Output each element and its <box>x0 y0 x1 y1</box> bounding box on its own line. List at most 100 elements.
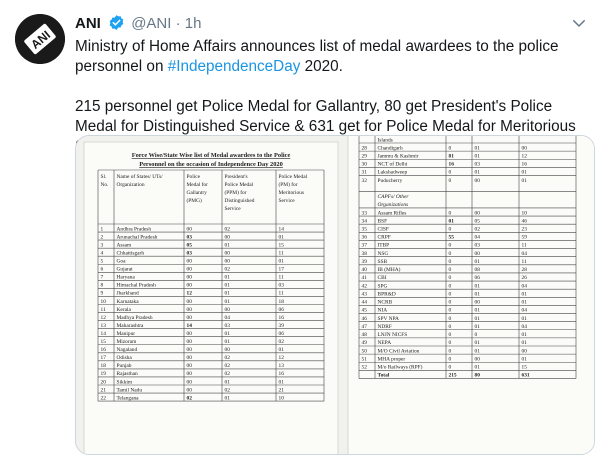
left-header-cell: Name of States/ UTs/ <box>117 173 164 180</box>
left-table-cell: 1 <box>101 226 104 232</box>
left-table-cell: 5 <box>101 259 104 265</box>
left-table-cell: 02 <box>225 267 231 273</box>
right-table-cell: 11 <box>522 259 527 265</box>
right-table-cell: 631 <box>522 373 530 379</box>
left-table-cell: 16 <box>279 315 285 321</box>
author-avatar[interactable]: ANI <box>15 14 65 64</box>
right-table-cell: 01 <box>522 291 528 297</box>
right-table-cell: 08 <box>475 267 481 273</box>
left-table-cell: Karnataka <box>117 299 140 305</box>
right-table-cell: 01 <box>475 324 481 330</box>
left-table-cell: 17 <box>101 355 107 361</box>
left-table-cell: 20 <box>101 379 107 385</box>
left-table-cell: 00 <box>187 355 193 361</box>
left-header-cell: Organization <box>117 182 145 188</box>
left-header-cell: Police Medal <box>225 182 254 188</box>
right-table-cell: 215 <box>449 373 457 379</box>
right-table-cell: 00 <box>522 348 528 354</box>
tweet-timestamp[interactable]: 1h <box>184 15 202 32</box>
right-table-cell: 0 <box>449 259 452 265</box>
author-name[interactable]: ANI <box>75 15 101 32</box>
right-table-cell: 01 <box>475 316 481 322</box>
left-table-cell: 00 <box>187 267 193 273</box>
right-table-cell: 06 <box>475 275 481 281</box>
left-header-cell: (PMG) <box>187 197 202 204</box>
right-table-cell: SPV NPA <box>378 316 400 322</box>
left-table-cell: 11 <box>279 250 284 256</box>
right-table-cell: 0 <box>449 267 452 273</box>
right-table-cell: 47 <box>362 324 368 330</box>
tweet-paragraph-1: Ministry of Home Affairs announces list … <box>75 37 590 77</box>
right-table-cell: 80 <box>475 373 481 379</box>
right-table-cell: 00 <box>522 145 528 151</box>
tweet-line1-pre: Ministry of Home Affairs announces list … <box>75 38 559 75</box>
right-table-cell: 01 <box>522 170 528 176</box>
left-table-cell: 13 <box>101 323 107 329</box>
left-table-cell: Nagaland <box>117 347 138 353</box>
right-table-cell: 04 <box>522 283 528 289</box>
tweet-media-image[interactable]: Force Wise/State Wise list of Medal awar… <box>75 135 595 455</box>
left-table-cell: 01 <box>225 242 231 248</box>
right-table-cell: 51 <box>362 356 368 362</box>
left-table-cell: 14 <box>279 226 285 232</box>
right-table-cell: 0 <box>475 332 478 338</box>
right-table-cell: Assam Rifles <box>378 209 407 216</box>
right-table-cell: 11 <box>522 243 527 249</box>
left-table-cell: 00 <box>187 347 193 353</box>
left-table-cell: 01 <box>279 234 285 240</box>
right-table-cell: 49 <box>362 340 368 346</box>
right-table-cell: 01 <box>475 170 481 176</box>
right-table-cell: M/o Railways (RPF) <box>378 364 423 371</box>
right-table-cell: 05 <box>475 218 481 224</box>
right-table-cell: 03 <box>475 162 481 168</box>
left-table-cell: 19 <box>101 371 107 377</box>
right-table-cell: 00 <box>475 251 481 257</box>
right-table-cell: 10 <box>522 210 528 216</box>
right-table-cell: 0 <box>449 178 452 184</box>
left-table-cell: 11 <box>101 307 106 313</box>
right-table-cell: 01 <box>475 340 481 346</box>
right-table-cell: 01 <box>522 316 528 322</box>
right-table-cell: 23 <box>522 227 528 233</box>
left-table-cell: Odisha <box>117 355 133 361</box>
doc-title-line2: Personnel on the occasion of Independenc… <box>139 161 283 168</box>
right-table-cell: 0 <box>449 332 452 338</box>
verified-badge-icon <box>109 15 124 30</box>
right-table-cell: 32 <box>362 178 368 184</box>
right-table-cell: 42 <box>362 283 368 289</box>
left-table-cell: 4 <box>101 250 104 256</box>
left-table-cell: 00 <box>187 339 193 345</box>
left-table-cell: Goa <box>117 259 127 265</box>
right-table-cell: 59 <box>522 235 528 241</box>
right-table-cell: 01 <box>475 308 481 314</box>
right-table-cell: 01 <box>522 340 528 346</box>
left-table-cell: 03 <box>279 283 285 289</box>
caret-down-icon[interactable] <box>570 14 588 32</box>
right-table-cell: 0 <box>449 324 452 330</box>
right-table-cell: 46 <box>362 316 368 322</box>
left-table-cell: 00 <box>187 307 193 313</box>
left-header-cell: (PPM) for <box>225 189 247 196</box>
right-table-cell: 00 <box>475 356 481 362</box>
left-table-cell: Arunachal Pradesh <box>117 234 158 240</box>
left-table-cell: 12 <box>187 291 193 297</box>
left-table-cell: 10 <box>101 299 107 305</box>
right-table-cell: 43 <box>362 291 368 297</box>
right-table-cell: 01 <box>475 153 481 159</box>
right-table-cell: 04 <box>522 324 528 330</box>
left-table-cell: 02 <box>225 363 231 369</box>
author-handle[interactable]: @ANI <box>131 15 172 32</box>
right-table-cell: 0 <box>449 170 452 176</box>
right-table-cell: 55 <box>449 235 455 241</box>
right-table-cell: BPR&D <box>378 291 396 297</box>
right-table-cell: 39 <box>362 259 368 265</box>
header-separator: · <box>175 15 181 32</box>
right-table-cell: CISF <box>378 227 389 233</box>
left-table-cell: 6 <box>101 267 104 273</box>
hashtag-link[interactable]: #IndependenceDay <box>167 58 301 75</box>
left-table-cell: 01 <box>279 379 285 385</box>
left-table-cell: 2 <box>101 234 104 240</box>
right-table-cell: 0 <box>449 365 452 371</box>
left-header-cell: Police Medal <box>279 174 308 180</box>
